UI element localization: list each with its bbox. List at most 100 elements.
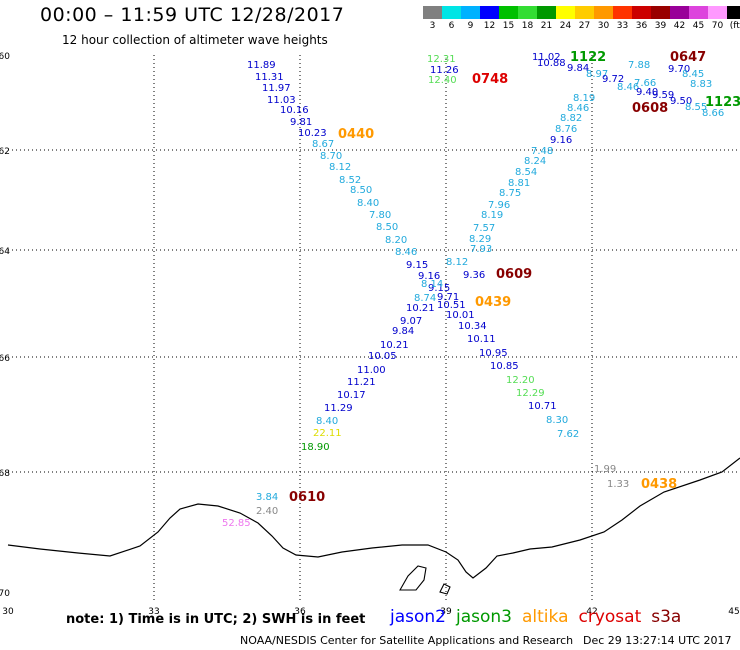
legend-swatch xyxy=(537,6,556,19)
swh-value: 11.02 xyxy=(532,52,561,63)
swh-value: 9.07 xyxy=(400,316,422,327)
swh-value: 7.66 xyxy=(634,78,656,89)
swh-value: 11.03 xyxy=(267,95,296,106)
legend-swatch xyxy=(651,6,670,19)
legend-swatch xyxy=(461,6,480,19)
swh-value: 9.16 xyxy=(418,271,440,282)
swh-value: 8.83 xyxy=(690,79,712,90)
legend-swatch xyxy=(708,6,727,19)
legend-cell: 15 xyxy=(499,6,518,38)
legend-label: 36 xyxy=(635,21,648,31)
lat-tick-label: -64 xyxy=(0,247,10,257)
legend-label: 24 xyxy=(559,21,572,31)
swh-value: 9.50 xyxy=(670,96,692,107)
swh-value: 8.46 xyxy=(567,103,589,114)
swh-value: 7.62 xyxy=(557,429,579,440)
legend-cell: 12 xyxy=(480,6,499,38)
swh-value: 1.33 xyxy=(607,479,629,490)
swh-value: 22.11 xyxy=(313,428,342,439)
swh-value: 10.34 xyxy=(458,321,487,332)
swh-value: 8.75 xyxy=(499,188,521,199)
swh-value: 8.50 xyxy=(350,185,372,196)
altimeter-observations: 11.8911.3111.9711.0310.169.8110.238.678.… xyxy=(222,50,740,529)
swh-value: 9.15 xyxy=(406,260,428,271)
swh-value: 8.19 xyxy=(481,210,503,221)
legend-label: 33 xyxy=(616,21,629,31)
legend-label: 18 xyxy=(521,21,534,31)
swh-value: 7.93 xyxy=(470,244,492,255)
swh-value: 10.95 xyxy=(479,348,508,359)
swh-value: 8.40 xyxy=(357,198,379,209)
coastline-islet xyxy=(439,583,451,595)
swh-value: 8.30 xyxy=(546,415,568,426)
legend-cell: 33 xyxy=(613,6,632,38)
legend-swatch xyxy=(518,6,537,19)
swh-value: 7.96 xyxy=(488,200,510,211)
legend-cell: 21 xyxy=(537,6,556,38)
satellite-legend-item: cryosat xyxy=(578,607,642,627)
swh-value: 8.14 xyxy=(421,279,443,290)
legend-cell: 36 xyxy=(632,6,651,38)
legend-label: 70 xyxy=(711,21,724,31)
swh-value: 9.36 xyxy=(463,270,485,281)
legend-cell: (ft) xyxy=(727,6,740,38)
legend-cell: 39 xyxy=(651,6,670,38)
legend-label: (ft) xyxy=(729,21,740,31)
axis-tick-labels: 30 33 36 39 42 45 -60 -62 -64 -66 -68 -70 xyxy=(0,52,740,617)
lat-tick-label: -66 xyxy=(0,354,10,364)
swh-value: 8.74 xyxy=(414,293,436,304)
chart-title: 00:00 – 11:59 UTC 12/28/2017 xyxy=(40,4,345,26)
swh-value: 8.40 xyxy=(316,416,338,427)
legend-swatch xyxy=(689,6,708,19)
swh-value: 9.70 xyxy=(668,64,690,75)
swh-value: 7.57 xyxy=(473,223,495,234)
swh-value: 8.24 xyxy=(524,156,546,167)
swh-value: 10.23 xyxy=(298,128,327,139)
legend-label: 39 xyxy=(654,21,667,31)
swh-value: 8.20 xyxy=(385,235,407,246)
pass-time-label: 1122 xyxy=(570,50,606,65)
pass-time-label: 0608 xyxy=(632,101,668,116)
swh-value: 10.05 xyxy=(368,351,397,362)
lat-tick-label: -62 xyxy=(0,147,10,157)
swh-value: 8.50 xyxy=(376,222,398,233)
swh-value: 8.45 xyxy=(682,69,704,80)
swh-value: 10.11 xyxy=(467,334,496,345)
swh-value: 12.31 xyxy=(427,54,456,65)
swh-value: 3.84 xyxy=(256,492,278,503)
legend-swatch xyxy=(480,6,499,19)
swh-value: 9.71 xyxy=(437,292,459,303)
legend-cell: 6 xyxy=(442,6,461,38)
swh-value: 9.40 xyxy=(636,87,658,98)
legend-cell: 9 xyxy=(461,6,480,38)
swh-value: 10.21 xyxy=(380,340,409,351)
pass-time-label: 1123 xyxy=(705,95,740,110)
pass-time-label: 0610 xyxy=(289,490,325,505)
swh-value: 10.16 xyxy=(280,105,309,116)
satellite-legend-item: jason2 xyxy=(390,607,446,627)
swh-value: 7.88 xyxy=(628,60,650,71)
swh-value: 52.85 xyxy=(222,518,251,529)
legend-label: 21 xyxy=(540,21,553,31)
legend-swatch xyxy=(556,6,575,19)
lat-lon-grid xyxy=(8,55,740,600)
legend-cell: 30 xyxy=(594,6,613,38)
legend-cell: 27 xyxy=(575,6,594,38)
swh-value: 11.97 xyxy=(262,83,291,94)
swh-value: 2.40 xyxy=(256,506,278,517)
swh-value: 8.97 xyxy=(586,69,608,80)
legend-cell: 24 xyxy=(556,6,575,38)
legend-swatch xyxy=(670,6,689,19)
lon-tick-label: 36 xyxy=(294,607,306,617)
swh-value: 11.26 xyxy=(430,65,459,76)
swh-value: 12.20 xyxy=(506,375,535,386)
swh-value: 18.90 xyxy=(301,442,330,453)
satellite-legend-item: s3a xyxy=(651,607,682,627)
satellite-legend: jason2 jason3 altika cryosat s3a xyxy=(390,607,691,627)
swh-value: 8.76 xyxy=(555,124,577,135)
pass-time-label: 0440 xyxy=(338,127,374,142)
swh-value: 9.81 xyxy=(290,117,312,128)
swh-value: 11.29 xyxy=(324,403,353,414)
